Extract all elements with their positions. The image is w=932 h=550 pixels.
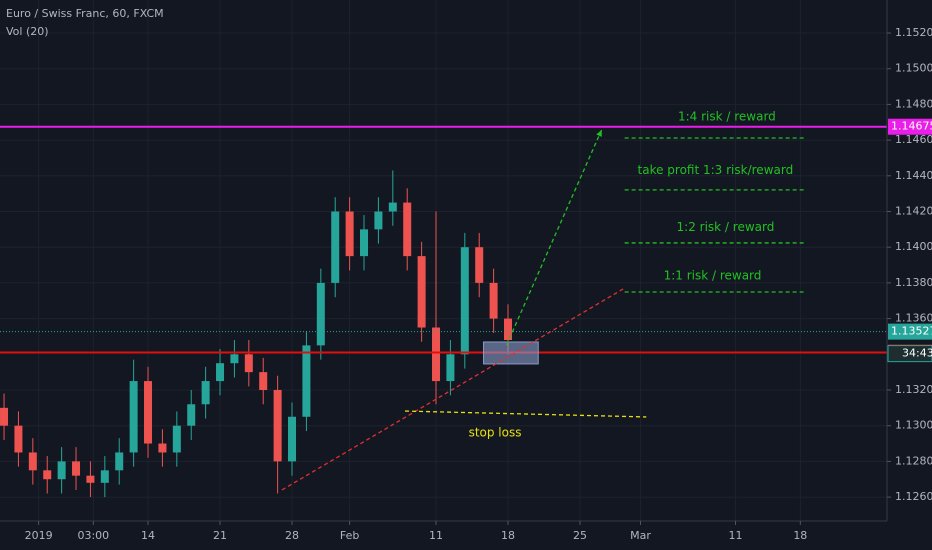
candle-body — [129, 381, 138, 453]
y-tick-label: 1.13000 — [895, 419, 932, 432]
candle-body — [460, 247, 469, 355]
candle-body — [14, 425, 23, 453]
candle-body — [57, 461, 66, 480]
candle-body — [28, 452, 37, 471]
volume-label: Vol (20) — [6, 25, 49, 38]
candle-body — [388, 202, 397, 212]
x-tick-label: 2019 — [25, 529, 53, 542]
y-tick-label: 1.12800 — [895, 454, 932, 467]
countdown-box — [887, 345, 932, 363]
x-tick-label: 25 — [573, 529, 587, 542]
y-tick-label: 1.14200 — [895, 205, 932, 218]
candle-body — [446, 354, 455, 382]
price-label: 1.13527 — [891, 325, 932, 338]
y-tick-label: 1.14000 — [895, 240, 932, 253]
candle-body — [345, 211, 354, 257]
price-label-box — [888, 118, 932, 135]
x-tick-label: 18 — [793, 529, 807, 542]
x-tick-label: 11 — [729, 529, 743, 542]
candle-body — [144, 381, 153, 444]
annotation: stop loss — [469, 425, 522, 439]
candle-body — [288, 416, 297, 462]
y-tick-label: 1.14400 — [895, 169, 932, 182]
candle-body — [374, 211, 383, 230]
candle-body — [489, 282, 498, 319]
y-tick-label: 1.12600 — [895, 490, 932, 503]
candle-body — [432, 327, 441, 382]
price-label: 1.14675 — [891, 120, 932, 133]
x-tick-label: 03:00 — [77, 529, 109, 542]
y-tick-label: 1.13800 — [895, 276, 932, 289]
candle-body — [259, 372, 268, 390]
candle-body — [201, 381, 210, 405]
x-tick-label: 14 — [141, 529, 155, 542]
zone-box — [483, 341, 539, 365]
candle-body — [316, 282, 325, 346]
candle-body — [43, 470, 52, 480]
candle-body — [187, 404, 196, 426]
candle-body — [360, 229, 369, 257]
x-tick-label: Feb — [340, 529, 359, 542]
candle-body — [86, 475, 95, 483]
y-tick-label: 1.15000 — [895, 62, 932, 75]
y-tick-label: 1.13600 — [895, 312, 932, 325]
candle-body — [331, 211, 340, 283]
y-tick-label: 1.13200 — [895, 383, 932, 396]
annotation: 1:1 risk / reward — [664, 268, 762, 282]
annotation: 1:2 risk / reward — [677, 220, 775, 234]
candle-body — [72, 461, 81, 476]
annotation: take profit 1:3 risk/reward — [638, 163, 794, 177]
annotation: 1:4 risk / reward — [678, 109, 776, 123]
trend-line — [405, 410, 647, 418]
chart-title: Euro / Swiss Franc, 60, FXCM — [6, 7, 164, 20]
y-tick-label: 1.14800 — [895, 97, 932, 110]
candle-body — [273, 389, 282, 462]
x-tick-label: 11 — [429, 529, 443, 542]
y-tick-label: 1.14600 — [895, 133, 932, 146]
candle-body — [403, 202, 412, 257]
price-label-box — [888, 323, 932, 340]
arrow-head — [596, 129, 602, 137]
y-tick-label: 1.15200 — [895, 26, 932, 39]
candle-body — [230, 354, 239, 364]
countdown: 34:43 — [902, 347, 932, 360]
candle-body — [100, 470, 109, 483]
x-tick-label: 18 — [501, 529, 515, 542]
candle-body — [504, 318, 513, 341]
candle-body — [216, 363, 225, 382]
x-tick-label: 21 — [213, 529, 227, 542]
candle-body — [158, 443, 167, 453]
candle-body — [302, 345, 311, 417]
trend-line — [281, 287, 625, 491]
candle-body — [475, 247, 484, 283]
candle-body — [115, 452, 124, 471]
candle-body — [0, 407, 9, 426]
x-tick-label: 28 — [285, 529, 299, 542]
candle-body — [417, 256, 426, 328]
x-tick-label: Mar — [630, 529, 651, 542]
candle-body — [172, 425, 181, 453]
candle-body — [244, 354, 253, 373]
